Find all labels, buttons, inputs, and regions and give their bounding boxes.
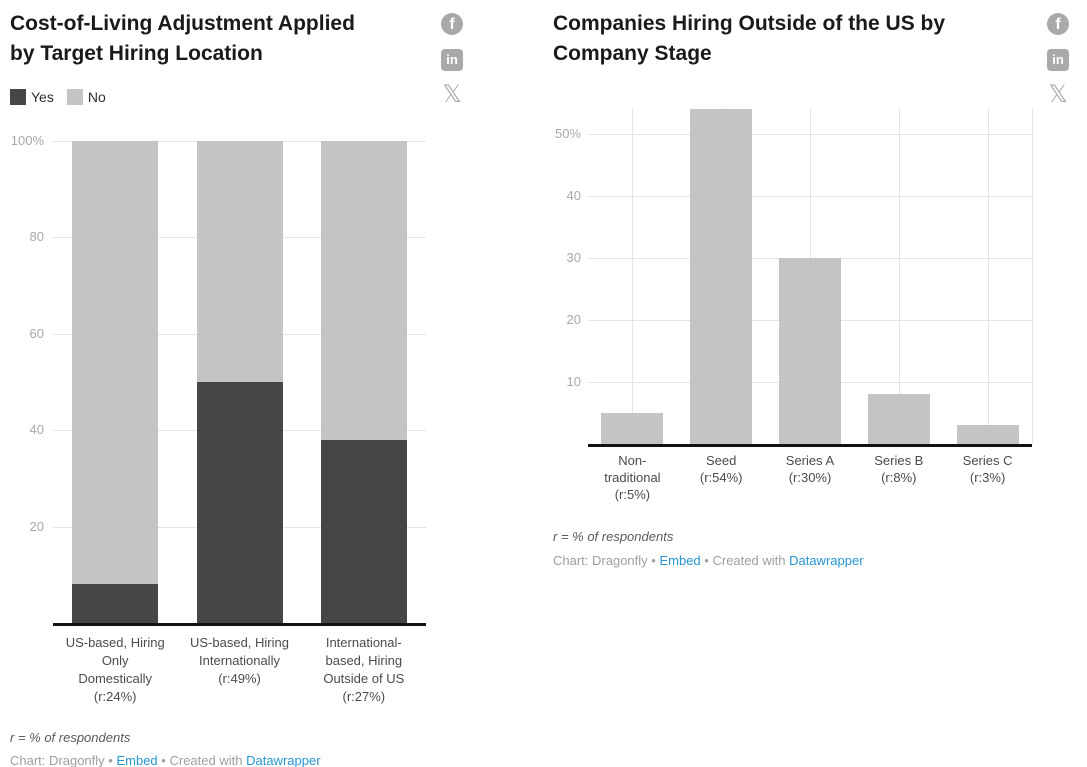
footnote: r = % of respondents — [553, 529, 674, 544]
bar[interactable] — [601, 413, 664, 444]
v-gridline — [987, 108, 989, 444]
embed-link[interactable]: Embed — [659, 553, 701, 568]
linkedin-share-icon[interactable]: in — [1047, 49, 1069, 71]
linkedin-share-icon[interactable]: in — [441, 49, 463, 71]
x-axis-category-label: US-based, Hiring Internationally (r:49%) — [190, 635, 289, 686]
chart-cost-of-living: Cost-of-Living Adjustment Applied by Tar… — [0, 0, 530, 767]
credit-separator: • — [651, 553, 656, 568]
x-axis-category-label: International- based, Hiring Outside of … — [323, 635, 405, 704]
x-axis-baseline — [588, 444, 1032, 447]
credit-separator: • — [161, 753, 166, 767]
v-gridline — [632, 108, 634, 444]
y-axis-tick-label: 30 — [566, 250, 581, 265]
x-axis-baseline — [53, 623, 426, 626]
credit-line: Chart: Dragonfly • Embed • Created with … — [553, 553, 864, 568]
chart-hiring-by-stage: Companies Hiring Outside of the US by Co… — [553, 0, 1087, 767]
y-axis-tick-label: 80 — [29, 229, 44, 245]
legend-swatch-no — [66, 89, 83, 105]
bar-segment-no[interactable] — [196, 141, 283, 382]
bar-segment-yes[interactable] — [72, 584, 159, 623]
bar[interactable] — [867, 394, 930, 444]
credit-separator: • — [108, 753, 113, 767]
x-axis-category-label: Series C (r:3%) — [962, 453, 1013, 485]
legend-swatch-yes — [10, 89, 26, 105]
embed-link[interactable]: Embed — [116, 753, 158, 767]
x-share-icon[interactable]: 𝕏 — [1048, 80, 1068, 108]
share-toolbar: f in 𝕏 — [441, 0, 463, 120]
legend-item-no: No — [66, 89, 106, 105]
credit-text: Created with — [712, 553, 786, 568]
bar[interactable] — [956, 425, 1019, 444]
legend: Yes No — [10, 89, 119, 105]
v-gridline — [898, 108, 900, 444]
x-axis-category-label: Series B (r:8%) — [874, 453, 924, 485]
x-axis-category-label: Series A (r:30%) — [785, 453, 835, 485]
credit-text: Created with — [169, 753, 243, 767]
bar[interactable] — [690, 109, 753, 444]
x-axis-category-label: Seed (r:54%) — [699, 453, 743, 485]
datawrapper-link[interactable]: Datawrapper — [246, 753, 321, 767]
x-axis-category-label: Non- traditional (r:5%) — [604, 453, 661, 502]
bar-segment-no[interactable] — [320, 141, 407, 440]
v-gridline — [1032, 108, 1033, 444]
credit-text: Chart: Dragonfly — [10, 753, 105, 767]
legend-label-yes: Yes — [31, 89, 54, 105]
bar-segment-yes[interactable] — [320, 439, 407, 623]
facebook-share-icon[interactable]: f — [1047, 13, 1069, 35]
x-axis-category-label: US-based, Hiring Only Domestically (r:24… — [65, 635, 165, 704]
y-axis-tick-label: 50% — [554, 126, 581, 141]
datawrapper-link[interactable]: Datawrapper — [789, 553, 864, 568]
footnote: r = % of respondents — [10, 730, 131, 745]
y-axis-tick-label: 10 — [566, 374, 581, 389]
credit-text: Chart: Dragonfly — [553, 553, 648, 568]
y-axis-tick-label: 100% — [10, 133, 44, 148]
y-axis-tick-label: 20 — [566, 312, 581, 327]
y-axis-tick-label: 40 — [566, 188, 581, 203]
facebook-share-icon[interactable]: f — [441, 13, 463, 35]
y-axis-tick-label: 20 — [29, 518, 44, 534]
y-axis-tick-label: 60 — [29, 325, 44, 341]
bar-segment-no[interactable] — [72, 141, 159, 585]
legend-label-no: No — [87, 89, 106, 105]
bar-segment-yes[interactable] — [196, 382, 283, 623]
chart-title: Cost-of-Living Adjustment Applied by Tar… — [10, 12, 355, 65]
x-share-icon[interactable]: 𝕏 — [442, 80, 462, 108]
share-toolbar: f in 𝕏 — [1047, 0, 1069, 120]
chart-title: Companies Hiring Outside of the US by Co… — [553, 12, 946, 65]
legend-item-yes: Yes — [10, 89, 54, 105]
bar[interactable] — [779, 258, 841, 444]
credit-separator: • — [704, 553, 709, 568]
credit-line: Chart: Dragonfly • Embed • Created with … — [10, 753, 321, 767]
y-axis-tick-label: 40 — [29, 422, 44, 438]
